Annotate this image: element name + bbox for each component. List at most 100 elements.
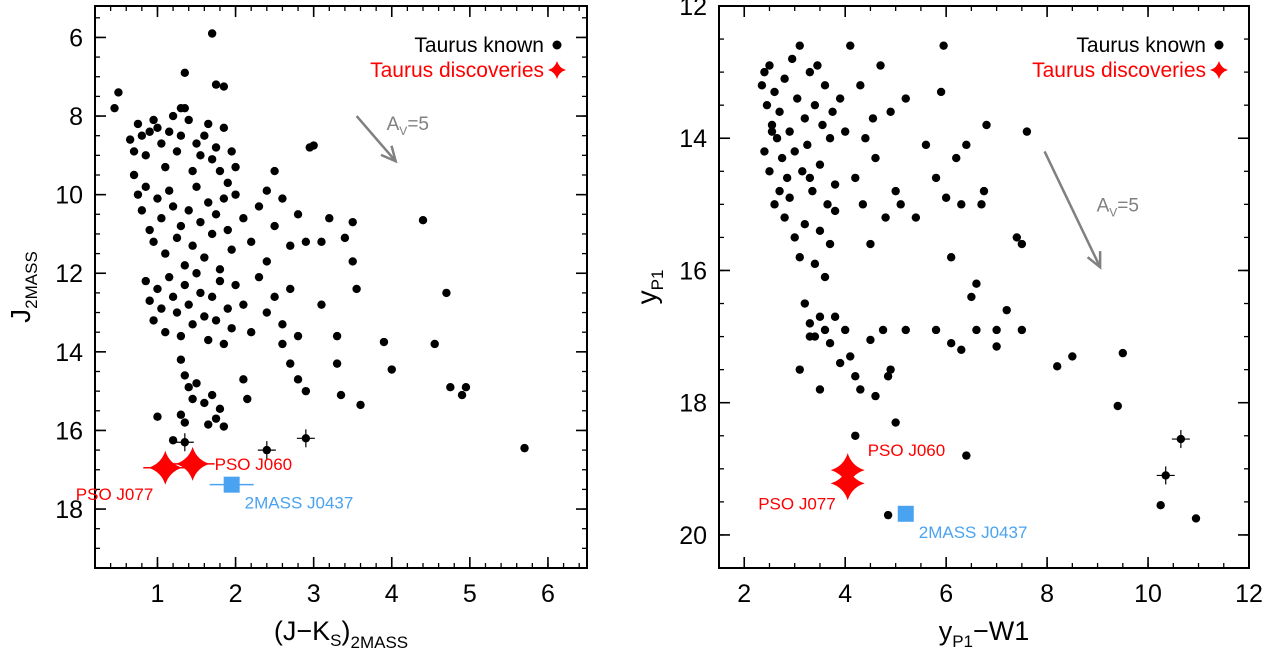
data-point-taurus-known (765, 61, 774, 70)
data-point-taurus-known (145, 127, 154, 136)
data-point-2mass-j0437 (897, 505, 914, 522)
data-point-taurus-known (1052, 362, 1062, 371)
data-point-taurus-known (286, 359, 295, 368)
data-point-taurus-known (254, 202, 264, 211)
data-point-2mass-j0437 (223, 476, 240, 493)
data-point-taurus-known (336, 390, 346, 400)
data-point-taurus-known (866, 335, 875, 345)
data-point-taurus-known (180, 261, 190, 270)
y-tick-label: 8 (69, 103, 83, 131)
x-axis-label: (J−KS)2MASS (274, 616, 408, 649)
data-point-taurus-known (110, 103, 119, 113)
y-tick-label: 16 (679, 257, 707, 285)
data-point-taurus-known (231, 190, 240, 199)
data-point-taurus-known (219, 339, 229, 349)
data-point-taurus-known (309, 141, 318, 150)
data-point-taurus-known (262, 186, 272, 195)
data-point-taurus-known (227, 147, 236, 156)
data-point-taurus-known (223, 178, 232, 188)
data-point-taurus-known (1017, 325, 1027, 335)
data-point-taurus-known (239, 375, 248, 384)
data-point-taurus-known (239, 300, 248, 309)
data-point-taurus-known (858, 200, 868, 209)
data-point-taurus-known (188, 241, 197, 250)
data-point-taurus-known (176, 355, 186, 364)
data-point-taurus-known (204, 198, 213, 207)
data-point-taurus-known (972, 279, 981, 288)
data-point-taurus-known (196, 288, 205, 298)
data-point-taurus-known (901, 94, 910, 103)
data-point-taurus-known (168, 292, 178, 302)
data-point-taurus-known (180, 418, 190, 427)
y-tick-label: 10 (55, 182, 83, 210)
data-point-taurus-known (325, 214, 334, 223)
data-point-taurus-known (770, 200, 779, 209)
data-point-taurus-known (293, 210, 303, 219)
data-point-taurus-known (168, 436, 178, 445)
data-point-taurus-known (223, 225, 232, 235)
data-point-taurus-known (129, 170, 139, 180)
data-point-taurus-known (800, 299, 810, 308)
data-point-taurus-known (184, 300, 193, 309)
data-point-taurus-known (141, 151, 150, 160)
data-point-taurus-known (830, 312, 840, 321)
data-point-taurus-known (765, 167, 774, 176)
data-point-taurus-known (793, 94, 802, 103)
label-pso-j060: PSO J060 (868, 441, 946, 460)
data-point-taurus-known (184, 115, 193, 125)
x-tick-label: 3 (307, 580, 321, 608)
data-point-taurus-known (785, 193, 794, 202)
data-point-taurus-known (207, 155, 217, 164)
data-point-taurus-known (114, 88, 123, 97)
data-point-taurus-discovery (830, 466, 865, 501)
data-point-taurus-known (840, 127, 850, 136)
data-point-taurus-known (901, 325, 910, 335)
label-pso-j077: PSO J077 (758, 494, 836, 513)
data-point-taurus-known (270, 292, 279, 302)
data-point-taurus-known (825, 134, 835, 143)
y-tick-label: 18 (55, 496, 83, 524)
data-point-taurus-known (184, 383, 193, 392)
x-tick-label: 2 (737, 580, 751, 608)
data-point-taurus-known (153, 284, 162, 294)
data-point-taurus-known (418, 215, 428, 225)
data-point-taurus-known (808, 186, 817, 196)
data-point-taurus-known (180, 371, 190, 380)
data-point-taurus-known (246, 327, 256, 337)
reddening-label: AV=5 (1097, 195, 1139, 219)
data-point-taurus-known (825, 339, 835, 348)
data-point-taurus-known (188, 166, 197, 176)
data-point-taurus-known (815, 226, 825, 235)
data-point-taurus-known (243, 394, 252, 404)
data-point-taurus-known (977, 200, 986, 209)
reddening-arrow-head (1086, 251, 1102, 270)
data-point-taurus-known (204, 335, 213, 345)
x-tick-label: 5 (463, 580, 477, 608)
y-tick-label: 16 (55, 417, 83, 445)
data-point-taurus-known (137, 131, 147, 140)
data-point-taurus-known (815, 312, 825, 321)
data-point-taurus-known (211, 316, 221, 325)
plot-frame (718, 5, 1250, 569)
y-tick-label: 6 (69, 24, 83, 52)
data-point-taurus-known (211, 414, 221, 423)
data-point-taurus-known (149, 316, 158, 325)
legend-label-discoveries: Taurus discoveries (370, 59, 544, 82)
data-point-taurus-known (211, 143, 221, 152)
y-axis-label: yP1 (631, 270, 667, 305)
data-point-taurus-known (800, 114, 810, 123)
x-tick-label: 12 (1235, 580, 1263, 608)
data-point-taurus-known (192, 139, 201, 148)
data-point-taurus-known (219, 123, 229, 133)
data-point-taurus-discovery (175, 446, 210, 481)
data-point-taurus-known (876, 61, 885, 70)
data-point-taurus-known (200, 398, 209, 408)
label-2mass-j0437: 2MASS J0437 (919, 523, 1028, 542)
data-point-taurus-known (828, 107, 837, 116)
data-point-taurus-known (962, 451, 971, 460)
data-point-taurus-known (176, 131, 186, 140)
data-point-taurus-known (153, 123, 162, 133)
data-point-taurus-known (204, 119, 213, 129)
data-point-taurus-known (207, 29, 217, 38)
